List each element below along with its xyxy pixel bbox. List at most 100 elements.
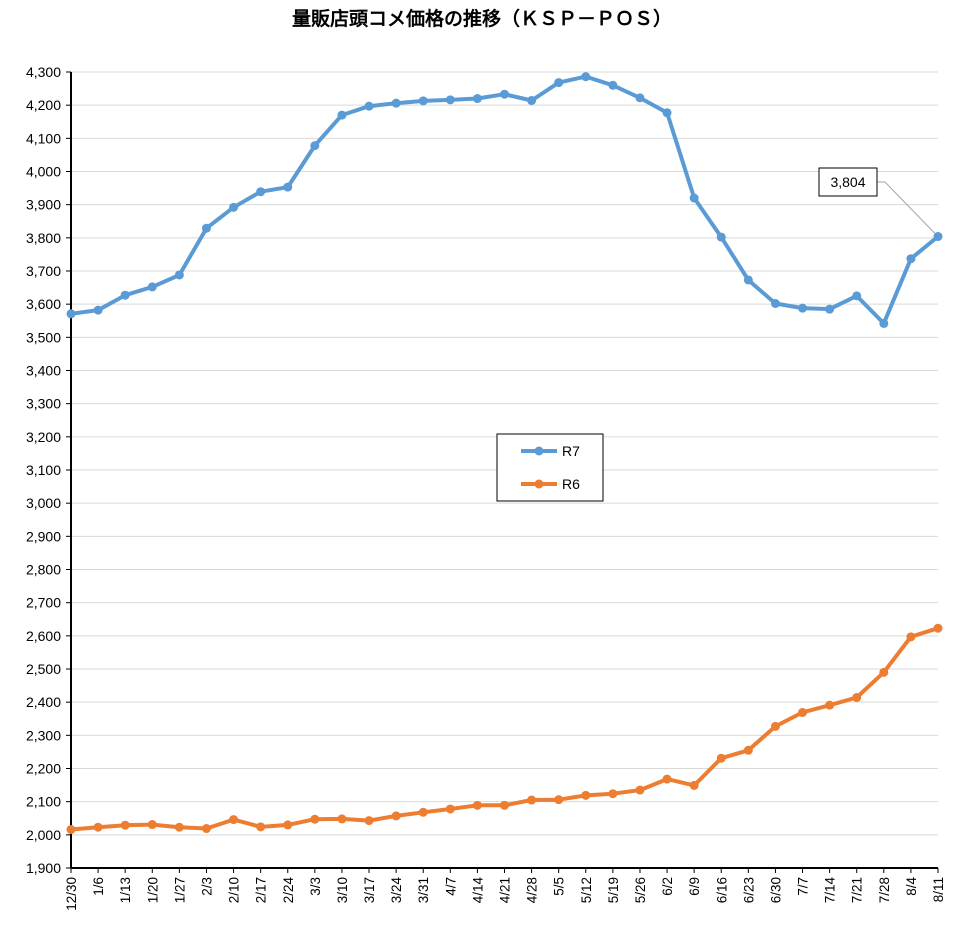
series-line-r6 — [69, 626, 940, 832]
x-tick-label: 2/17 — [254, 877, 269, 903]
data-point-r7 — [337, 110, 347, 120]
data-point-r6 — [879, 667, 889, 677]
y-tick-label: 2,800 — [26, 562, 61, 578]
x-tick-label: 4/14 — [470, 877, 485, 904]
callout-box — [818, 167, 878, 197]
y-tick-label: 3,400 — [26, 363, 61, 379]
x-tick-label: 6/23 — [741, 877, 756, 903]
data-point-r6 — [66, 825, 76, 835]
data-point-r6 — [825, 700, 835, 710]
data-point-r7 — [418, 96, 428, 106]
data-point-r7 — [581, 72, 591, 82]
x-tick-label: 3/24 — [389, 877, 404, 904]
data-point-r7 — [716, 232, 726, 242]
data-point-r7 — [635, 93, 645, 103]
data-point-r7 — [310, 141, 320, 151]
data-point-r7 — [662, 108, 672, 118]
data-point-r6 — [391, 811, 401, 821]
data-point-r6 — [418, 807, 428, 817]
legend-marker-r6 — [534, 479, 544, 489]
data-point-r7 — [500, 89, 509, 99]
data-point-r6 — [201, 824, 211, 834]
x-tick-label: 1/13 — [118, 877, 133, 903]
data-point-r6 — [93, 822, 103, 832]
data-point-r7 — [147, 282, 157, 292]
data-point-r7 — [66, 309, 76, 319]
series-group — [66, 72, 943, 835]
data-point-r6 — [689, 780, 699, 790]
y-tick-label: 3,500 — [26, 329, 61, 345]
x-tick-label: 3/10 — [335, 877, 350, 903]
data-point-r7 — [445, 95, 455, 105]
data-point-r7 — [229, 202, 239, 212]
data-point-r7 — [527, 96, 537, 106]
y-tick-label: 3,100 — [26, 462, 61, 478]
data-point-r7 — [256, 187, 266, 197]
data-point-r7 — [743, 275, 753, 285]
y-tick-label: 2,300 — [26, 727, 61, 743]
x-tick-label: 12/30 — [64, 877, 79, 911]
callout-leader-line-diagonal — [884, 181, 936, 234]
y-tick-label: 1,900 — [26, 860, 61, 876]
x-tick-label: 6/2 — [660, 877, 675, 896]
data-point-r7 — [174, 270, 184, 280]
chart-title: 量販店頭コメ価格の推移（ＫＳＰ－ＰＯＳ） — [292, 7, 672, 30]
x-tick-label: 1/6 — [91, 877, 106, 896]
x-tick-label: 4/28 — [525, 877, 540, 903]
x-tick-label: 8/11 — [931, 877, 946, 902]
data-point-r6 — [147, 820, 157, 830]
data-point-r7 — [689, 193, 699, 203]
y-tick-label: 4,000 — [26, 164, 61, 180]
data-point-r6 — [906, 632, 916, 642]
x-tick-label: 7/28 — [877, 877, 892, 903]
x-tick-label: 5/12 — [579, 877, 594, 903]
data-point-r6 — [852, 693, 862, 703]
data-point-r6 — [716, 753, 726, 763]
x-axis-ticks: 12/30 1/6 1/13 1/20 1/27 2/3 2/10 2/17 2/24 3/3 3/… — [64, 868, 946, 911]
x-tick-label: 6/9 — [687, 877, 702, 896]
y-tick-label: 3,300 — [26, 396, 61, 412]
y-tick-label: 3,200 — [26, 429, 61, 445]
data-point-r7 — [391, 98, 401, 108]
x-tick-label: 7/7 — [796, 877, 811, 896]
x-tick-label: 2/24 — [281, 877, 296, 904]
x-tick-label: 3/3 — [308, 877, 323, 896]
legend: R7 R6 — [496, 433, 604, 502]
y-tick-label: 4,200 — [26, 97, 61, 113]
data-point-r6 — [256, 822, 266, 832]
data-point-r6 — [283, 820, 293, 830]
legend-label-r6: R6 — [562, 476, 580, 492]
data-point-r7 — [554, 78, 564, 88]
data-point-r6 — [120, 820, 130, 830]
data-point-r7 — [120, 290, 130, 300]
data-point-r6 — [770, 721, 780, 731]
data-point-r7 — [472, 94, 482, 104]
y-tick-label: 2,900 — [26, 528, 61, 544]
data-callout: 3,804 — [818, 167, 936, 234]
data-point-r6 — [743, 745, 753, 755]
y-tick-label: 2,000 — [26, 827, 61, 843]
data-point-r6 — [445, 804, 455, 814]
data-point-r7 — [852, 291, 862, 301]
data-point-r6 — [527, 795, 537, 805]
y-tick-label: 2,200 — [26, 761, 61, 777]
x-tick-label: 3/31 — [416, 877, 431, 903]
data-point-r6 — [229, 815, 239, 825]
data-point-r7 — [608, 80, 618, 90]
data-point-r6 — [581, 790, 591, 800]
data-point-r6 — [635, 785, 645, 795]
data-point-r7 — [879, 318, 889, 328]
x-tick-label: 5/19 — [606, 877, 621, 903]
x-tick-label: 8/4 — [904, 877, 919, 896]
data-point-r7 — [283, 182, 293, 192]
series-line-r7 — [69, 74, 940, 326]
data-point-r7 — [906, 254, 916, 264]
data-point-r7 — [93, 305, 103, 315]
x-tick-label: 5/26 — [633, 877, 648, 903]
x-tick-label: 4/7 — [443, 877, 458, 896]
legend-marker-r7 — [534, 446, 544, 456]
data-point-r6 — [337, 814, 347, 824]
data-point-r6 — [662, 774, 672, 784]
y-tick-label: 3,000 — [26, 495, 61, 511]
